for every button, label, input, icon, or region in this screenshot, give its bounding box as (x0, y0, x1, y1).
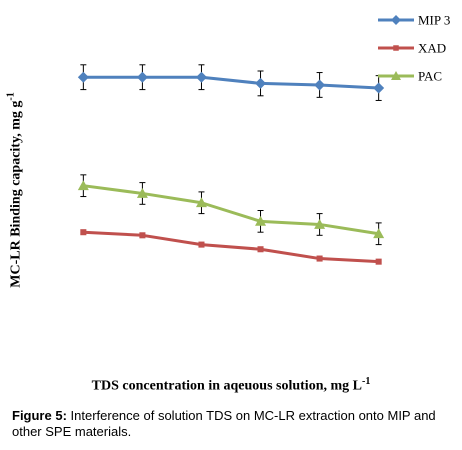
data-point-mip-3 (77, 71, 89, 83)
data-point-pac (314, 218, 326, 229)
y-axis-label-text: MC-LR Binding capacity, mg g (8, 100, 24, 288)
data-point-mip-3 (373, 82, 385, 94)
y-axis-label-sup: -1 (5, 92, 17, 101)
caption-text: Interference of solution TDS on MC-LR ex… (12, 408, 436, 439)
data-point-xad (139, 232, 146, 239)
data-point-xad (257, 246, 264, 253)
y-axis-label: MC-LR Binding capacity, mg g-1 (6, 92, 25, 287)
y-axis-label-container: MC-LR Binding capacity, mg g-1 (2, 70, 28, 310)
legend-item-pac: PAC (378, 69, 442, 84)
legend-item-mip-3: MIP 3 (378, 13, 450, 28)
data-point-pac (77, 180, 89, 191)
data-point-xad (316, 255, 323, 262)
legend-label-pac: PAC (418, 69, 442, 84)
data-point-mip-3 (136, 71, 148, 83)
series-pac (77, 174, 385, 246)
series-line-pac (81, 184, 381, 236)
x-axis-label-text: TDS concentration in aqeuous solution, m… (91, 378, 362, 394)
series-layer (77, 64, 385, 265)
data-point-pac (373, 228, 385, 239)
legend-label-xad: XAD (418, 41, 446, 56)
data-point-pac (255, 215, 267, 226)
legend-item-xad: XAD (378, 41, 446, 56)
legend: MIP 3 XAD PAC (378, 13, 450, 84)
data-point-mip-3 (195, 71, 207, 83)
figure-caption: Figure 5: Interference of solution TDS o… (12, 408, 452, 440)
legend-marker-mip-3 (391, 15, 401, 25)
series-xad (80, 229, 382, 265)
data-point-mip-3 (255, 77, 267, 89)
data-point-pac (195, 197, 207, 208)
x-axis-label-sup: -1 (361, 376, 371, 387)
caption-label: Figure 5: (12, 408, 67, 423)
x-axis-label: TDS concentration in aqeuous solution, m… (0, 376, 462, 395)
series-line-mip-3 (81, 75, 381, 90)
series-mip-3 (77, 64, 385, 101)
series-line-xad (81, 230, 381, 264)
chart: MIP 3 XAD PAC (77, 13, 450, 265)
data-point-xad (375, 258, 382, 265)
legend-marker-xad (393, 45, 399, 51)
data-point-pac (136, 187, 148, 198)
data-point-xad (198, 241, 205, 248)
legend-marker-pac (391, 71, 401, 80)
data-point-xad (80, 229, 87, 236)
legend-label-mip-3: MIP 3 (418, 13, 450, 28)
data-point-mip-3 (314, 79, 326, 91)
